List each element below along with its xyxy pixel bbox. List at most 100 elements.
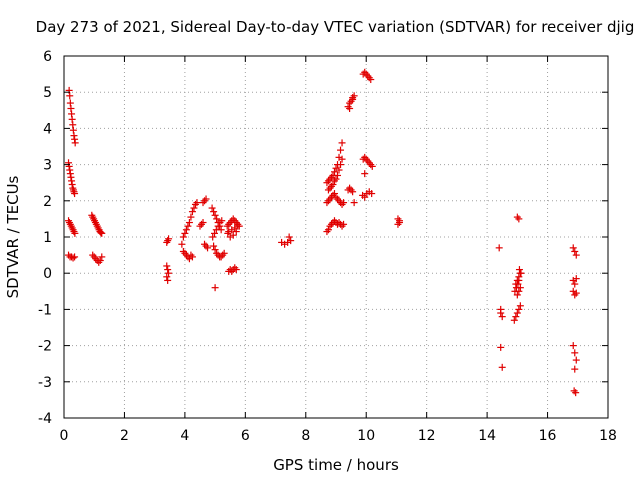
y-axis-label: SDTVAR / TECUs [4,175,22,298]
data-point [340,199,348,207]
data-point [229,231,237,239]
y-tick-label: 5 [43,85,52,101]
data-point [178,240,186,248]
data-point [188,208,196,216]
x-tick-label: 14 [478,428,496,444]
data-point [96,257,104,265]
data-point [340,220,348,228]
data-point [211,284,219,292]
data-point [69,126,77,134]
data-point [181,229,189,237]
data-point [66,170,74,178]
data-point [164,276,172,284]
data-point [570,387,578,395]
y-tick-label: 1 [43,230,52,246]
data-point [349,94,357,102]
data-point [68,181,76,189]
data-point [515,276,523,284]
data-point [165,269,173,277]
data-point [70,188,78,196]
data-point [210,208,218,216]
data-point [190,204,198,212]
data-point [67,104,75,112]
y-tick-label: -1 [38,302,52,318]
data-point [349,188,357,196]
data-point [571,291,579,299]
data-point [232,228,240,236]
data-point [571,349,579,357]
data-point [98,229,106,237]
data-point [211,211,219,219]
data-point [211,246,219,254]
data-point [220,249,228,257]
data-point [497,309,505,317]
data-point [67,173,75,181]
data-point [216,219,224,227]
data-point [210,242,218,250]
data-point [368,190,376,198]
x-axis-tick-labels: 0 2 4 6 8 10 12 14 16 18 [60,428,617,444]
data-point [571,247,579,255]
data-point [394,220,402,228]
data-point [179,233,187,241]
data-point [350,199,358,207]
data-point [199,199,207,207]
data-point [188,253,196,261]
data-point [65,86,73,94]
data-point [511,287,519,295]
y-axis-tick-labels: -4 -3 -2 -1 0 1 2 3 4 5 6 [38,49,52,427]
data-point [513,291,521,299]
x-tick-label: 18 [599,428,617,444]
data-point [71,139,79,147]
data-point [212,226,220,234]
data-point [69,186,77,194]
y-tick-label: -2 [38,339,52,355]
y-tick-label: -4 [38,411,52,427]
data-point [514,280,522,288]
data-point [234,222,242,230]
x-tick-label: 6 [241,428,250,444]
data-point [572,251,580,259]
data-point [338,155,346,163]
data-point [69,184,77,192]
data-point [202,242,210,250]
data-point [214,222,222,230]
data-point [164,237,172,245]
y-tick-label: 4 [43,121,52,137]
data-point [335,166,343,174]
data-point [572,275,580,283]
data-point [182,226,190,234]
data-point [337,146,345,154]
data-point [71,253,79,261]
x-axis-label: GPS time / hours [273,456,399,474]
x-tick-label: 0 [60,428,69,444]
data-point [516,302,524,310]
data-point [510,316,518,324]
data-point [346,104,354,112]
data-point [66,99,74,107]
data-point [517,269,525,277]
data-point [572,289,580,297]
y-tick-label: 6 [43,49,52,65]
data-point [571,365,579,373]
grid-lines [64,56,608,418]
data-point [287,237,295,245]
data-point [515,305,523,313]
data-point [65,159,73,167]
data-point [65,162,73,170]
data-point [70,132,78,140]
data-point [497,343,505,351]
data-point [368,162,376,170]
data-point [572,356,580,364]
data-point [66,92,74,100]
data-point [572,389,580,397]
x-tick-label: 10 [357,428,375,444]
data-point [193,199,201,207]
axis-ticks [63,55,609,419]
data-point [498,313,506,321]
data-point [361,170,369,178]
data-point [285,233,293,241]
data-point [184,222,192,230]
data-point [338,139,346,147]
